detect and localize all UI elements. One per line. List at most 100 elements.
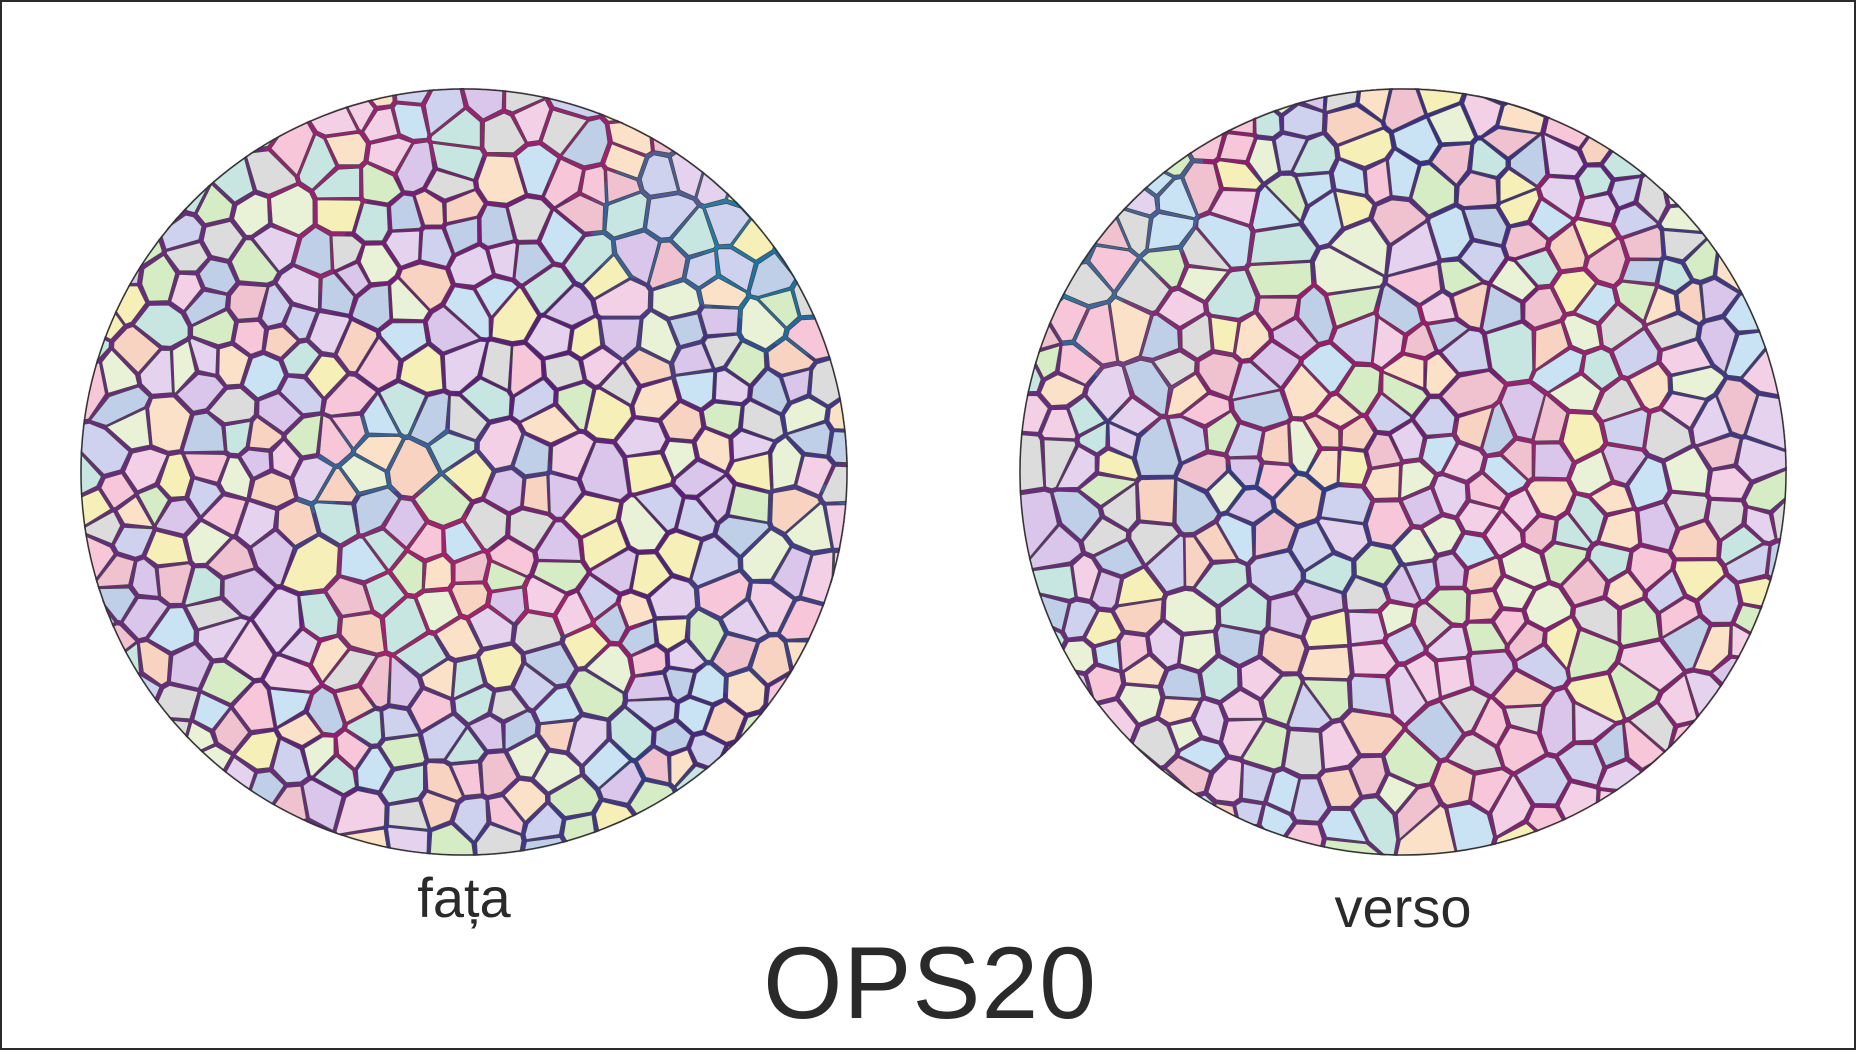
- mosaic-tile: [1147, 213, 1195, 250]
- mosaic-tile: [148, 396, 191, 452]
- mosaic-tile: [1525, 584, 1572, 629]
- mosaic-tile: [414, 475, 471, 526]
- mosaic-tile: [421, 792, 457, 829]
- mosaic-tile: [1168, 417, 1207, 463]
- mosaic-tile: [673, 343, 713, 375]
- mosaic-tile: [594, 604, 627, 643]
- mosaic-tile: [513, 99, 551, 143]
- mosaic-tile: [635, 485, 683, 532]
- mosaic-tile: [716, 516, 770, 556]
- mosaic-tile: [1242, 763, 1274, 802]
- mosaic-tile: [1613, 329, 1659, 377]
- mosaic-tile: [1367, 434, 1401, 468]
- mosaic-tile: [1494, 610, 1526, 644]
- mosaic-tile: [294, 226, 332, 275]
- mosaic-tile: [513, 434, 550, 476]
- mosaic-tile: [184, 567, 222, 606]
- mosaic-tile: [548, 473, 583, 518]
- mosaic-tile: [1079, 474, 1136, 506]
- mosaic-tile: [806, 184, 848, 289]
- mosaic-tile: [1377, 284, 1422, 334]
- mosaic-tile: [382, 707, 419, 738]
- mosaic-tile: [632, 553, 671, 596]
- mosaic-tile: [1353, 797, 1398, 856]
- mosaic-tile: [422, 714, 467, 760]
- mosaic-tile: [1674, 560, 1725, 600]
- mosaic-tile: [460, 378, 511, 421]
- mosaic-tile: [1316, 394, 1361, 427]
- mosaic-tile: [620, 496, 667, 551]
- mosaic-tile: [549, 776, 600, 817]
- mosaic-tile: [362, 163, 402, 204]
- mosaic-tile: [313, 756, 356, 794]
- mosaic-tile: [557, 382, 594, 431]
- mosaic-tile: [1019, 670, 1093, 780]
- mosaic-tile: [717, 248, 755, 292]
- mosaic-tile: [655, 796, 750, 856]
- mosaic-tile: [1530, 199, 1572, 239]
- mosaic-tile: [272, 739, 309, 784]
- mosaic-tile: [379, 322, 428, 360]
- mosaic-tile: [626, 699, 676, 729]
- mosaic-tile: [627, 673, 671, 701]
- mosaic-tile: [1040, 374, 1085, 406]
- mosaic-tile: [1291, 522, 1333, 571]
- mosaic-tile: [1232, 390, 1290, 428]
- mosaic-tile: [652, 281, 701, 318]
- mosaic-tile: [1304, 610, 1349, 647]
- mosaic-tile: [794, 667, 848, 737]
- mosaic-tile: [399, 345, 444, 393]
- mosaic-tile: [1335, 191, 1374, 228]
- mosaic-tile: [1455, 406, 1493, 449]
- mosaic-tile: [1638, 503, 1677, 551]
- mosaic-tile: [1078, 422, 1107, 454]
- mosaic-tile: [1405, 561, 1437, 601]
- mosaic-tile: [657, 531, 701, 580]
- mosaic-tile: [277, 500, 318, 546]
- mosaic-tile: [340, 455, 388, 493]
- mosaic-tile: [1384, 88, 1426, 131]
- mosaic-tile: [1414, 398, 1456, 436]
- mosaic-tile: [696, 88, 761, 205]
- mosaic-tile: [1132, 719, 1177, 767]
- mosaic-tile: [491, 689, 527, 721]
- mosaic-tile: [1474, 698, 1507, 746]
- mosaic-tile: [480, 204, 514, 247]
- mosaic-tile: [1498, 727, 1546, 772]
- mosaic-tile: [1457, 172, 1498, 207]
- mosaic-tile: [605, 192, 648, 238]
- mosaic-tile: [1591, 88, 1679, 146]
- mosaic-tile: [1089, 245, 1138, 292]
- mosaic-tile: [1699, 318, 1736, 373]
- mosaic-tile: [1019, 700, 1137, 796]
- mosaic-tile: [1570, 451, 1612, 495]
- mosaic-tile: [585, 834, 622, 856]
- mosaic-tile: [1064, 600, 1097, 639]
- mosaic-tile: [507, 736, 547, 778]
- mosaic-tile: [340, 537, 387, 582]
- mosaic-tile: [394, 634, 447, 676]
- mosaic-tile: [1210, 316, 1239, 354]
- mosaic-tile: [621, 621, 656, 655]
- mosaic-tile: [1254, 511, 1296, 557]
- mosaic-tile: [1510, 135, 1547, 186]
- mosaic-tile: [1216, 160, 1262, 190]
- mosaic-tile: [1447, 803, 1494, 856]
- mosaic-tile: [1183, 162, 1220, 215]
- mosaic-tile: [149, 718, 190, 757]
- mosaic-tile: [1367, 501, 1411, 546]
- mosaic-tile: [1085, 611, 1122, 645]
- mosaic-tile: [385, 230, 421, 267]
- mosaic-tile: [624, 349, 672, 385]
- mosaic-tile: [399, 263, 452, 310]
- mosaic-tile: [1498, 102, 1545, 134]
- mosaic-tile: [1303, 191, 1342, 247]
- mosaic-tile: [1574, 599, 1619, 643]
- mosaic-tile: [1469, 651, 1514, 695]
- mosaic-tile: [1671, 521, 1718, 559]
- mosaic-tile: [821, 465, 848, 503]
- mosaic-tile: [391, 552, 424, 595]
- mosaic-tile: [186, 521, 231, 565]
- mosaic-tile: [258, 393, 302, 433]
- mosaic-tile: [563, 814, 595, 856]
